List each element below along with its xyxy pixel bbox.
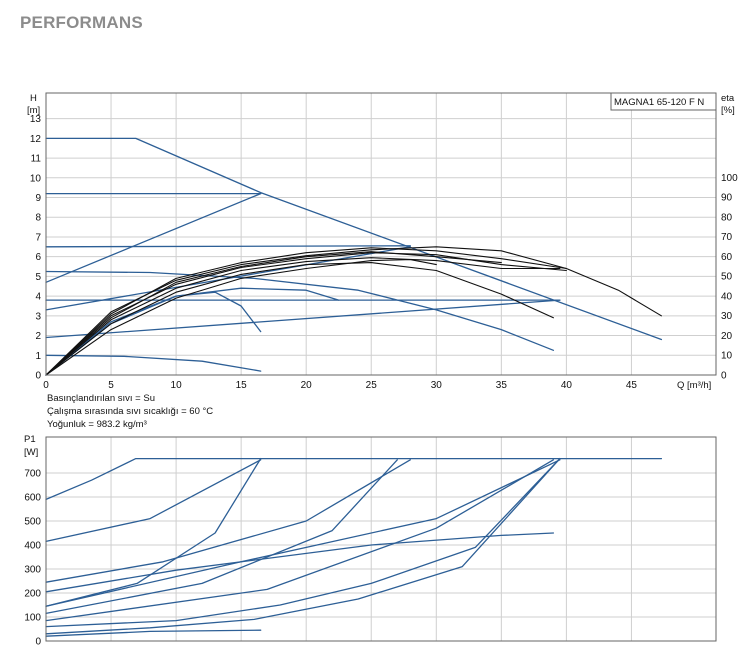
legend-label: MAGNA1 65-120 F N (614, 97, 704, 108)
legend-box (610, 92, 717, 111)
x-tick-label: 35 (496, 380, 508, 391)
head-curve-14 (45, 262, 554, 376)
y-tick-label: 6 (35, 252, 41, 263)
power-curve-4 (45, 457, 262, 607)
x-tick-label: 20 (301, 380, 313, 391)
head-xlabel: Q [m³/h] (677, 380, 711, 391)
x-tick-label: 40 (561, 380, 573, 391)
y2-tick-label: 10 (721, 351, 733, 362)
x-tick-label: 15 (236, 380, 248, 391)
y2-tick-label: 100 (721, 173, 738, 184)
head-curve-8 (45, 354, 262, 372)
head-curve-6 (45, 299, 561, 339)
power-curve-9 (45, 457, 561, 635)
power-curve-10 (45, 457, 561, 628)
power-curve-5 (45, 459, 398, 615)
y-tick-label: 3 (35, 311, 41, 322)
page-title: PERFORMANS (20, 13, 143, 32)
y2-tick-label: 50 (721, 272, 733, 283)
head-y2label-unit: [%] (721, 105, 735, 116)
y2-tick-label: 0 (721, 371, 727, 382)
y-tick-label: 7 (35, 232, 41, 243)
power-curve-8 (45, 629, 262, 637)
head-grid (46, 93, 716, 375)
power-chart-frame (45, 436, 717, 642)
y-tick-label: 4 (35, 292, 41, 303)
y2-tick-label: 90 (721, 193, 733, 204)
fluid-notes: Basınçlandırılan sıvı = Su Çalışma sıras… (47, 393, 213, 430)
power-curve-1 (45, 459, 262, 543)
y-tick-label: 300 (24, 565, 41, 576)
power-curve-3 (45, 459, 561, 607)
y-tick-label: 5 (35, 272, 41, 283)
head-ylabel-unit: [m] (27, 105, 40, 116)
x-tick-label: 5 (108, 380, 114, 391)
power-curve-2 (45, 459, 411, 583)
head-ylabel-H: H (30, 93, 37, 104)
x-tick-label: 10 (171, 380, 183, 391)
power-grid (46, 437, 716, 641)
y-tick-label: 500 (24, 517, 41, 528)
head-curve-17 (45, 251, 502, 376)
y2-tick-label: 70 (721, 232, 733, 243)
head-curve-7 (45, 270, 555, 351)
y-tick-label: 11 (31, 154, 42, 165)
head-curve-12 (45, 252, 567, 376)
head-curve-0 (45, 137, 663, 341)
y2-tick-label: 80 (721, 212, 733, 223)
power-ylabel-P1: P1 (24, 434, 36, 445)
y-tick-label: 0 (35, 637, 41, 648)
y-tick-label: 100 (24, 613, 41, 624)
note-temperature: Çalışma sırasında sıvı sıcaklığı = 60 °C (47, 406, 213, 417)
head-y2label-eta: eta (721, 93, 735, 104)
y-tick-label: 12 (30, 134, 42, 145)
y-tick-label: 9 (35, 193, 41, 204)
y-tick-label: 0 (35, 371, 41, 382)
power-curve-6 (45, 459, 555, 622)
power-ylabel-unit: [W] (24, 447, 38, 458)
note-fluid: Basınçlandırılan sıvı = Su (47, 393, 155, 404)
power-chart: 0 100 200 300 400 500 600 700 P1 [W] (24, 434, 717, 648)
x-tick-label: 25 (366, 380, 378, 391)
power-curve-7 (45, 532, 555, 593)
y-tick-label: 600 (24, 493, 41, 504)
y2-tick-label: 60 (721, 252, 733, 263)
head-curve-10 (45, 291, 262, 376)
y-tick-label: 8 (35, 213, 41, 224)
head-chart-frame (45, 92, 717, 376)
head-curves (45, 137, 663, 376)
head-curve-2 (45, 245, 411, 248)
x-tick-label: 45 (626, 380, 638, 391)
y-tick-label: 700 (24, 469, 41, 480)
y-tick-label: 2 (35, 331, 41, 342)
y2-tick-label: 20 (721, 331, 733, 342)
y-tick-label: 13 (30, 114, 42, 125)
y-tick-label: 200 (24, 589, 41, 600)
y-tick-label: 10 (30, 173, 42, 184)
power-curve-0 (45, 457, 663, 501)
head-curve-15 (45, 259, 437, 376)
y2-tick-label: 30 (721, 311, 733, 322)
head-curve-4 (45, 192, 262, 283)
head-curve-16 (45, 247, 567, 376)
y-tick-label: 400 (24, 541, 41, 552)
note-density: Yoğunluk = 983.2 kg/m³ (47, 419, 147, 430)
y-tick-label: 1 (35, 351, 41, 362)
head-curve-9 (45, 287, 340, 376)
y2-tick-label: 40 (721, 291, 733, 302)
x-tick-label: 0 (43, 380, 49, 391)
head-curve-13 (45, 257, 561, 376)
power-curves (45, 457, 663, 637)
x-tick-label: 30 (431, 380, 443, 391)
